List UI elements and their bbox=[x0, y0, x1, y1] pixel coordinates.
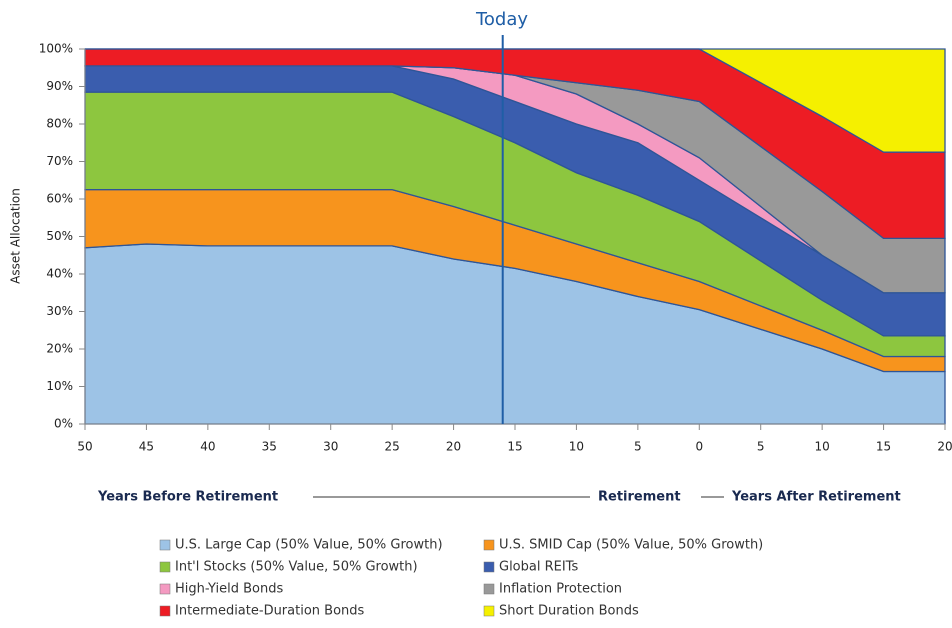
area bbox=[85, 48, 946, 153]
x-tick-label: 35 bbox=[262, 440, 277, 454]
legend-label: U.S. SMID Cap (50% Value, 50% Growth) bbox=[499, 538, 763, 553]
y-tick-label: 10% bbox=[46, 379, 73, 393]
x-tick-label: 10 bbox=[569, 440, 584, 454]
y-tick-label: 50% bbox=[46, 229, 73, 243]
x-tick-label: 20 bbox=[446, 440, 461, 454]
x-tick-label: 15 bbox=[876, 440, 891, 454]
y-tick-label: 80% bbox=[46, 117, 73, 131]
y-tick-label: 40% bbox=[46, 267, 73, 281]
y-tick-label: 0% bbox=[54, 417, 73, 431]
y-tick-label: 70% bbox=[46, 154, 73, 168]
x-tick-label: 20 bbox=[937, 440, 952, 454]
x-tick-label: 30 bbox=[323, 440, 338, 454]
legend-swatch bbox=[483, 561, 495, 573]
x-tick-label: 5 bbox=[757, 440, 765, 454]
legend-swatch bbox=[483, 583, 495, 595]
legend-swatch bbox=[159, 539, 171, 551]
x-tick-label: 45 bbox=[139, 440, 154, 454]
legend-label: Global REITs bbox=[499, 560, 578, 575]
legend-swatch bbox=[483, 605, 495, 617]
legend-swatch bbox=[159, 561, 171, 573]
legend-swatch bbox=[483, 539, 495, 551]
x-tick-label: 15 bbox=[507, 440, 522, 454]
y-axis-label: Asset Allocation bbox=[9, 188, 23, 284]
y-tick-label: 30% bbox=[46, 304, 73, 318]
legend-swatch bbox=[159, 605, 171, 617]
x-tick-label: 10 bbox=[815, 440, 830, 454]
x-tick-label: 5 bbox=[634, 440, 642, 454]
y-tick-label: 20% bbox=[46, 342, 73, 356]
today-label: Today bbox=[475, 9, 528, 30]
x-tick-label: 25 bbox=[385, 440, 400, 454]
legend-label: U.S. Large Cap (50% Value, 50% Growth) bbox=[175, 538, 443, 553]
y-tick-label: 90% bbox=[46, 79, 73, 93]
x-tick-label: 0 bbox=[695, 440, 703, 454]
legend-label: Inflation Protection bbox=[499, 582, 622, 597]
x-tick-label: 50 bbox=[77, 440, 92, 454]
legend-label: Short Duration Bonds bbox=[499, 604, 639, 619]
y-tick-label: 100% bbox=[39, 42, 73, 56]
legend-label: Int'l Stocks (50% Value, 50% Growth) bbox=[175, 560, 418, 575]
x-label-after: Years After Retirement bbox=[731, 490, 901, 505]
legend-label: Intermediate-Duration Bonds bbox=[175, 604, 365, 619]
x-tick-label: 40 bbox=[200, 440, 215, 454]
x-label-before: Years Before Retirement bbox=[97, 490, 278, 505]
legend-swatch bbox=[159, 583, 171, 595]
x-label-retirement: Retirement bbox=[598, 490, 681, 505]
y-tick-label: 60% bbox=[46, 192, 73, 206]
legend-label: High-Yield Bonds bbox=[175, 582, 283, 597]
